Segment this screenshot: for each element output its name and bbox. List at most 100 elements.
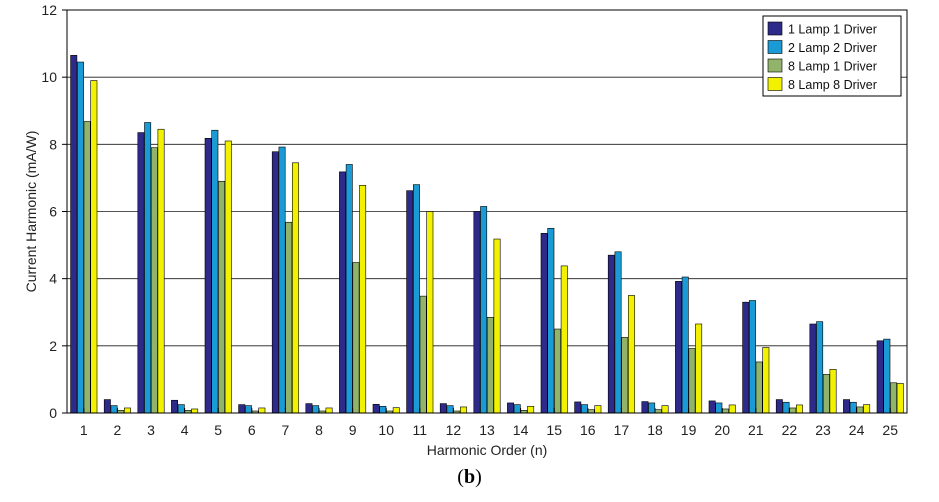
bar-2-n16 bbox=[580, 404, 588, 414]
bar-2-n4 bbox=[177, 404, 185, 414]
bar-3-n18 bbox=[654, 409, 662, 414]
bar-1-n25 bbox=[876, 340, 884, 414]
bar-3-n15 bbox=[554, 328, 562, 414]
bar-2-n10 bbox=[379, 405, 387, 414]
legend-entry: 8 Lamp 1 Driver bbox=[788, 60, 877, 74]
legend: 1 Lamp 1 Driver 2 Lamp 2 Driver 8 Lamp 1 D… bbox=[762, 15, 902, 97]
bar-4-n19 bbox=[695, 323, 703, 414]
bar-2-n19 bbox=[681, 276, 689, 414]
bar-2-n13 bbox=[480, 206, 488, 414]
legend-entry: 8 Lamp 8 Driver bbox=[788, 78, 877, 92]
bar-1-n11 bbox=[406, 190, 414, 414]
x-tick-label: 24 bbox=[849, 422, 865, 438]
bar-2-n2 bbox=[110, 405, 118, 414]
bar-1-n19 bbox=[675, 281, 683, 414]
bar-2-n23 bbox=[816, 321, 824, 414]
x-tick-label: 6 bbox=[248, 422, 256, 438]
bar-3-n13 bbox=[486, 316, 494, 414]
x-axis: 1 2 3 4 5 6 7 8 9 10 11 12 13 14 15 16 17 18 19 20 21 22 23 24 2… bbox=[80, 408, 898, 438]
y-tick-label: 12 bbox=[41, 2, 57, 18]
caption-letter: b bbox=[463, 466, 476, 488]
bar-3-n5 bbox=[218, 180, 225, 414]
y-tick-label: 2 bbox=[49, 338, 57, 354]
y-tick-label: 6 bbox=[49, 204, 57, 220]
legend-swatch bbox=[767, 40, 783, 54]
x-tick-label: 22 bbox=[782, 422, 798, 438]
bar-4-n7 bbox=[291, 162, 299, 414]
bar-1-n8 bbox=[305, 403, 313, 414]
bar-1-n12 bbox=[439, 403, 447, 414]
bar-1-n17 bbox=[607, 254, 615, 414]
bar-2-n18 bbox=[648, 402, 656, 414]
bar-4-n17 bbox=[627, 295, 635, 414]
bar-4-n10 bbox=[392, 407, 400, 414]
x-tick-label: 20 bbox=[714, 422, 730, 438]
x-tick-label: 25 bbox=[882, 422, 898, 438]
bar-4-n15 bbox=[560, 265, 568, 414]
bar-4-n12 bbox=[459, 406, 467, 414]
bar-1-n20 bbox=[708, 400, 716, 414]
bar-4-n22 bbox=[795, 404, 803, 414]
bar-2-n8 bbox=[312, 405, 320, 414]
x-tick-label: 7 bbox=[282, 422, 290, 438]
bar-2-n3 bbox=[144, 122, 152, 414]
x-tick-label: 13 bbox=[479, 422, 495, 438]
x-tick-label: 16 bbox=[580, 422, 596, 438]
bar-1-n5 bbox=[204, 137, 212, 414]
bar-3-n16 bbox=[587, 409, 595, 414]
bar-3-n20 bbox=[722, 408, 730, 414]
chart: 0 2 4 6 8 10 12 1 2 3 4 5 6 7 8 9 10 11 12 13 14 15 16 17 18 19 2… bbox=[23, 2, 908, 458]
bar-2-n1 bbox=[77, 61, 84, 414]
bar-1-n14 bbox=[507, 402, 514, 414]
bar-3-n21 bbox=[755, 361, 763, 414]
bar-2-n9 bbox=[345, 164, 353, 414]
bar-4-n23 bbox=[829, 369, 837, 414]
bar-1-n23 bbox=[809, 323, 817, 414]
bar-4-n25 bbox=[896, 383, 904, 414]
bar-4-n5 bbox=[224, 140, 232, 414]
x-tick-label: 21 bbox=[748, 422, 764, 438]
bars bbox=[70, 55, 904, 414]
bar-2-n7 bbox=[278, 146, 286, 414]
bar-2-n25 bbox=[883, 338, 891, 414]
x-tick-label: 10 bbox=[378, 422, 394, 438]
x-tick-label: 17 bbox=[614, 422, 630, 438]
bar-4-n21 bbox=[762, 347, 770, 414]
bar-4-n11 bbox=[426, 211, 434, 414]
bar-4-n14 bbox=[527, 405, 535, 414]
bar-3-n22 bbox=[789, 407, 797, 414]
y-tick-label: 0 bbox=[49, 405, 57, 421]
y-tick-label: 4 bbox=[49, 271, 57, 287]
x-axis-label: Harmonic Order (n) bbox=[427, 442, 548, 458]
bar-4-n18 bbox=[661, 405, 669, 414]
x-tick-label: 2 bbox=[114, 422, 122, 438]
bar-4-n20 bbox=[728, 404, 736, 414]
x-tick-label: 14 bbox=[513, 422, 529, 438]
x-tick-label: 18 bbox=[647, 422, 663, 438]
bar-3-n3 bbox=[150, 147, 158, 414]
caption-close: ) bbox=[475, 466, 482, 488]
bar-3-n19 bbox=[688, 348, 696, 414]
x-tick-label: 12 bbox=[446, 422, 462, 438]
x-tick-label: 23 bbox=[815, 422, 831, 438]
bar-3-n24 bbox=[856, 406, 864, 414]
legend-swatch bbox=[767, 21, 783, 36]
figure-caption: (b) bbox=[0, 466, 939, 489]
y-tick-label: 10 bbox=[41, 69, 57, 85]
bar-4-n6 bbox=[258, 407, 266, 414]
bar-2-n24 bbox=[849, 401, 857, 414]
legend-swatch bbox=[767, 77, 783, 91]
bar-2-n20 bbox=[715, 402, 723, 414]
bar-3-n17 bbox=[621, 337, 629, 414]
bar-4-n2 bbox=[124, 407, 131, 414]
bar-3-n7 bbox=[285, 221, 293, 414]
x-tick-label: 5 bbox=[214, 422, 222, 438]
legend-entry: 2 Lamp 2 Driver bbox=[788, 41, 877, 55]
bar-1-n6 bbox=[238, 404, 246, 414]
bar-1-n13 bbox=[473, 211, 481, 414]
x-tick-label: 3 bbox=[147, 422, 155, 438]
legend-box bbox=[762, 15, 902, 97]
bar-4-n24 bbox=[863, 404, 871, 414]
y-axis: 0 2 4 6 8 10 12 bbox=[41, 2, 67, 421]
bar-1-n24 bbox=[843, 399, 851, 414]
